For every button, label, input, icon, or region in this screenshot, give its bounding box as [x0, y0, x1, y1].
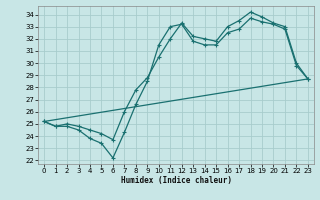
X-axis label: Humidex (Indice chaleur): Humidex (Indice chaleur)	[121, 176, 231, 185]
